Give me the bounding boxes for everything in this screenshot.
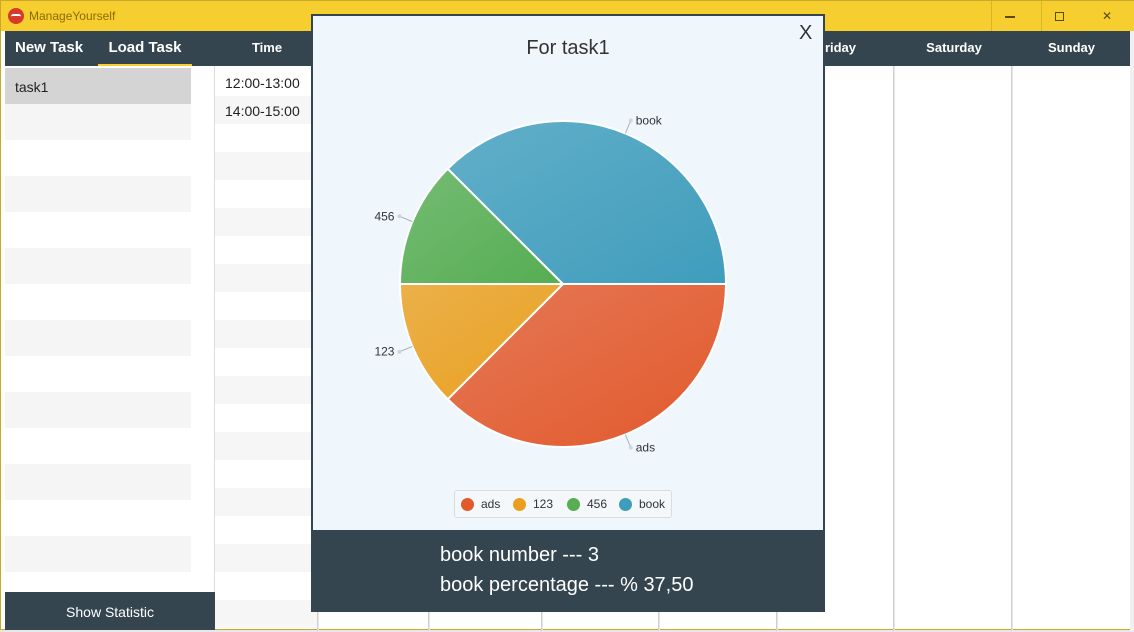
time-slot-label: 12:00-13:00 xyxy=(225,75,300,91)
day-header-sunday: Sunday xyxy=(1048,40,1095,55)
close-window-button[interactable]: ✕ xyxy=(1101,9,1113,23)
time-slot-empty xyxy=(215,544,319,572)
task-list-empty-row xyxy=(5,284,191,320)
time-slot-empty xyxy=(215,488,319,516)
task-list-empty-row xyxy=(5,104,191,140)
legend-label: 456 xyxy=(587,497,608,511)
slice-label: 123 xyxy=(374,345,394,359)
time-slot-empty xyxy=(215,600,319,628)
legend-label: ads xyxy=(481,497,501,511)
slice-label: 456 xyxy=(374,209,394,223)
chart-panel: X For task1 ads 123 456 book ads 123 456 book xyxy=(313,16,823,530)
maximize-button[interactable] xyxy=(1041,1,1077,31)
time-slot-empty xyxy=(215,124,319,152)
window-edge xyxy=(1130,31,1134,631)
legend-swatch xyxy=(513,498,526,511)
time-slot-empty xyxy=(215,236,319,264)
chart-title: For task1 xyxy=(526,37,610,59)
time-slot-empty xyxy=(215,348,319,376)
window-title: ManageYourself xyxy=(29,9,116,23)
pie-chart: ads 123 456 book xyxy=(374,113,728,455)
task-list-empty-row xyxy=(5,464,191,500)
time-slot-empty xyxy=(215,180,319,208)
slice-label-dot xyxy=(628,445,633,450)
time-slot-empty xyxy=(215,460,319,488)
time-slot-empty xyxy=(215,404,319,432)
time-slot-empty xyxy=(215,320,319,348)
app-logo-icon xyxy=(8,8,24,24)
slice-label-dot xyxy=(397,349,402,354)
minimize-icon xyxy=(1004,15,1015,18)
pie-slice-ads[interactable] xyxy=(446,283,728,448)
timetable-grid: 12:00-13:00 14:00-15:00 xyxy=(215,66,1130,631)
slice-label-dot xyxy=(628,118,633,123)
task-list-empty-row xyxy=(5,428,191,464)
book-number-text: book number --- 3 xyxy=(440,544,599,566)
close-dialog-button[interactable]: X xyxy=(799,22,813,44)
task-list-empty-row xyxy=(5,536,191,572)
legend-swatch xyxy=(567,498,580,511)
legend-swatch xyxy=(461,498,474,511)
time-slot-empty xyxy=(215,572,319,600)
statistic-dialog: X For task1 ads 123 456 book ads 123 456 book … xyxy=(311,14,825,612)
minimize-button[interactable] xyxy=(991,1,1027,31)
time-slot-empty xyxy=(215,516,319,544)
legend-swatch xyxy=(619,498,632,511)
task-list-empty-row xyxy=(5,140,191,176)
time-slot-empty xyxy=(215,152,319,180)
pie-slice-123[interactable] xyxy=(398,283,566,401)
maximize-icon xyxy=(1055,12,1064,22)
task-list-empty-row xyxy=(5,356,191,392)
time-column-header: Time xyxy=(251,40,283,55)
task-list-empty-row xyxy=(5,176,191,212)
book-percentage-text: book percentage --- % 37,50 xyxy=(440,574,694,596)
slice-label: book xyxy=(636,113,663,127)
time-slot[interactable]: 14:00-15:00 xyxy=(215,96,319,124)
day-header-friday: Friday xyxy=(817,40,857,55)
legend-label: book xyxy=(639,497,666,511)
tab-new-task[interactable]: New Task xyxy=(15,39,84,56)
time-slot-empty xyxy=(215,376,319,404)
top-nav: New Task Load Task xyxy=(5,31,215,66)
time-slot-empty xyxy=(215,432,319,460)
task-list-empty-row xyxy=(5,248,191,284)
show-statistic-button[interactable]: Show Statistic xyxy=(5,592,215,630)
task-list: task1 xyxy=(5,66,215,592)
column-divider xyxy=(893,66,895,631)
slice-label-line xyxy=(624,434,632,448)
tab-load-task[interactable]: Load Task xyxy=(98,31,192,66)
slice-label-line xyxy=(399,345,413,353)
slice-label: ads xyxy=(636,441,655,455)
slice-label-dot xyxy=(397,214,402,219)
task-list-item[interactable]: task1 xyxy=(5,68,191,104)
task-list-empty-row xyxy=(5,212,191,248)
task-label: task1 xyxy=(15,79,49,95)
task-list-empty-row xyxy=(5,392,191,428)
statistic-summary: book number --- 3 book percentage --- % … xyxy=(313,530,823,610)
time-slot-label: 14:00-15:00 xyxy=(225,103,300,119)
time-slot[interactable]: 12:00-13:00 xyxy=(215,68,319,96)
legend-label: 123 xyxy=(533,497,554,511)
task-list-empty-row xyxy=(5,320,191,356)
task-list-empty-row xyxy=(5,500,191,536)
day-header-saturday: Saturday xyxy=(926,40,982,55)
slice-label-line xyxy=(624,120,632,134)
pie-slice-book[interactable] xyxy=(446,120,728,285)
pie-slice-456[interactable] xyxy=(398,167,566,285)
time-slot-empty xyxy=(215,208,319,236)
time-slot-empty xyxy=(215,264,319,292)
chart-legend: ads 123 456 book xyxy=(454,490,672,518)
column-divider xyxy=(1011,66,1013,631)
time-column: 12:00-13:00 14:00-15:00 xyxy=(215,66,319,631)
time-slot-empty xyxy=(215,292,319,320)
slice-label-line xyxy=(399,215,413,223)
